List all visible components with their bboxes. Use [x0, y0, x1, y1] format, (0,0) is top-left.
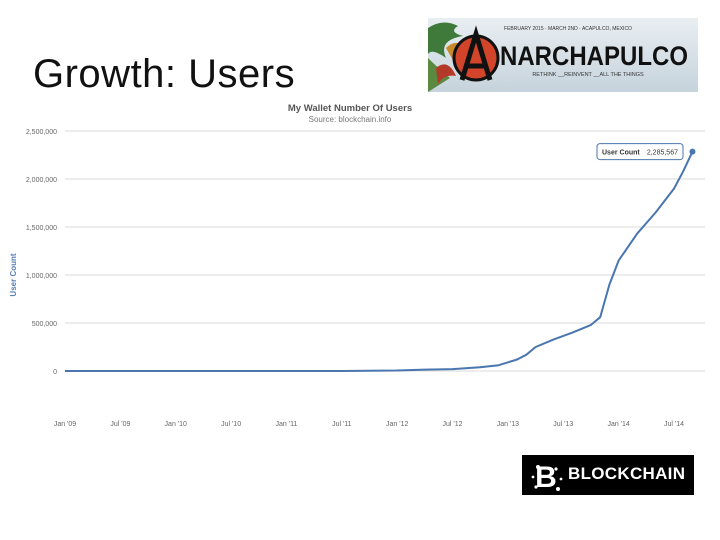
anarchapulco-banner: FEBRUARY 2015 · MARCH 2ND · ACAPULCO, ME…: [428, 18, 698, 92]
x-tick-label: Jul '12: [443, 421, 463, 428]
x-tick-label: Jul '11: [332, 421, 352, 428]
banner-graphic: FEBRUARY 2015 · MARCH 2ND · ACAPULCO, ME…: [428, 18, 698, 92]
x-tick-label: Jan '09: [54, 421, 76, 428]
last-point-marker: [689, 148, 696, 155]
user-growth-chart: My Wallet Number Of Users Source: blockc…: [0, 95, 720, 445]
grid-lines: [65, 130, 705, 372]
banner-wordmark: NARCHAPULCO: [500, 41, 688, 71]
y-tick-label: 500,000: [32, 321, 57, 328]
tooltip-box: [596, 143, 684, 161]
tooltip-label: User Count: [602, 150, 640, 157]
series-line: [65, 151, 694, 372]
x-tick-labels: Jan '09 Jul '09 Jan '10 Jul '10 Jan '11 Jul '…: [54, 421, 684, 428]
chart-subtitle: Source: blockchain.info: [309, 115, 392, 124]
y-tick-label: 1,500,000: [26, 225, 57, 232]
x-tick-label: Jan '13: [497, 421, 519, 428]
x-tick-label: Jan '10: [165, 421, 187, 428]
x-tick-label: Jul '14: [664, 421, 684, 428]
slide-title: Growth: Users: [33, 52, 296, 96]
blockchain-wordmark: BLOCKCHAIN: [568, 464, 686, 483]
x-tick-label: Jan '12: [386, 421, 408, 428]
y-tick-labels: 0 500,000 1,000,000 1,500,000 2,000,000 2,500…: [26, 129, 57, 376]
svg-text:B: B: [535, 461, 557, 494]
tooltip-value: 2,285,567: [647, 150, 678, 157]
series-layer: [65, 148, 696, 372]
chart-svg: My Wallet Number Of Users Source: blockc…: [9, 103, 705, 428]
banner-tagline-bottom: RETHINK __REINVENT __ALL THE THINGS: [532, 72, 644, 78]
y-tick-label: 2,000,000: [26, 177, 57, 184]
y-tick-label: 1,000,000: [26, 273, 57, 280]
blockchain-logo: B BLOCKCHAIN: [522, 455, 694, 495]
x-tick-label: Jan '14: [607, 421, 629, 428]
x-tick-label: Jul '13: [553, 421, 573, 428]
y-tick-label: 0: [53, 369, 57, 376]
y-tick-label: 2,500,000: [26, 129, 57, 136]
x-tick-label: Jul '09: [110, 421, 130, 428]
blockchain-b-icon: B: [531, 461, 563, 494]
value-tooltip: User Count 2,285,567: [596, 143, 684, 161]
x-tick-label: Jan '11: [276, 421, 298, 428]
banner-tagline-top: FEBRUARY 2015 · MARCH 2ND · ACAPULCO, ME…: [504, 26, 632, 32]
x-tick-label: Jul '10: [221, 421, 241, 428]
y-axis-label: User Count: [9, 253, 18, 296]
chart-title: My Wallet Number Of Users: [288, 103, 412, 114]
